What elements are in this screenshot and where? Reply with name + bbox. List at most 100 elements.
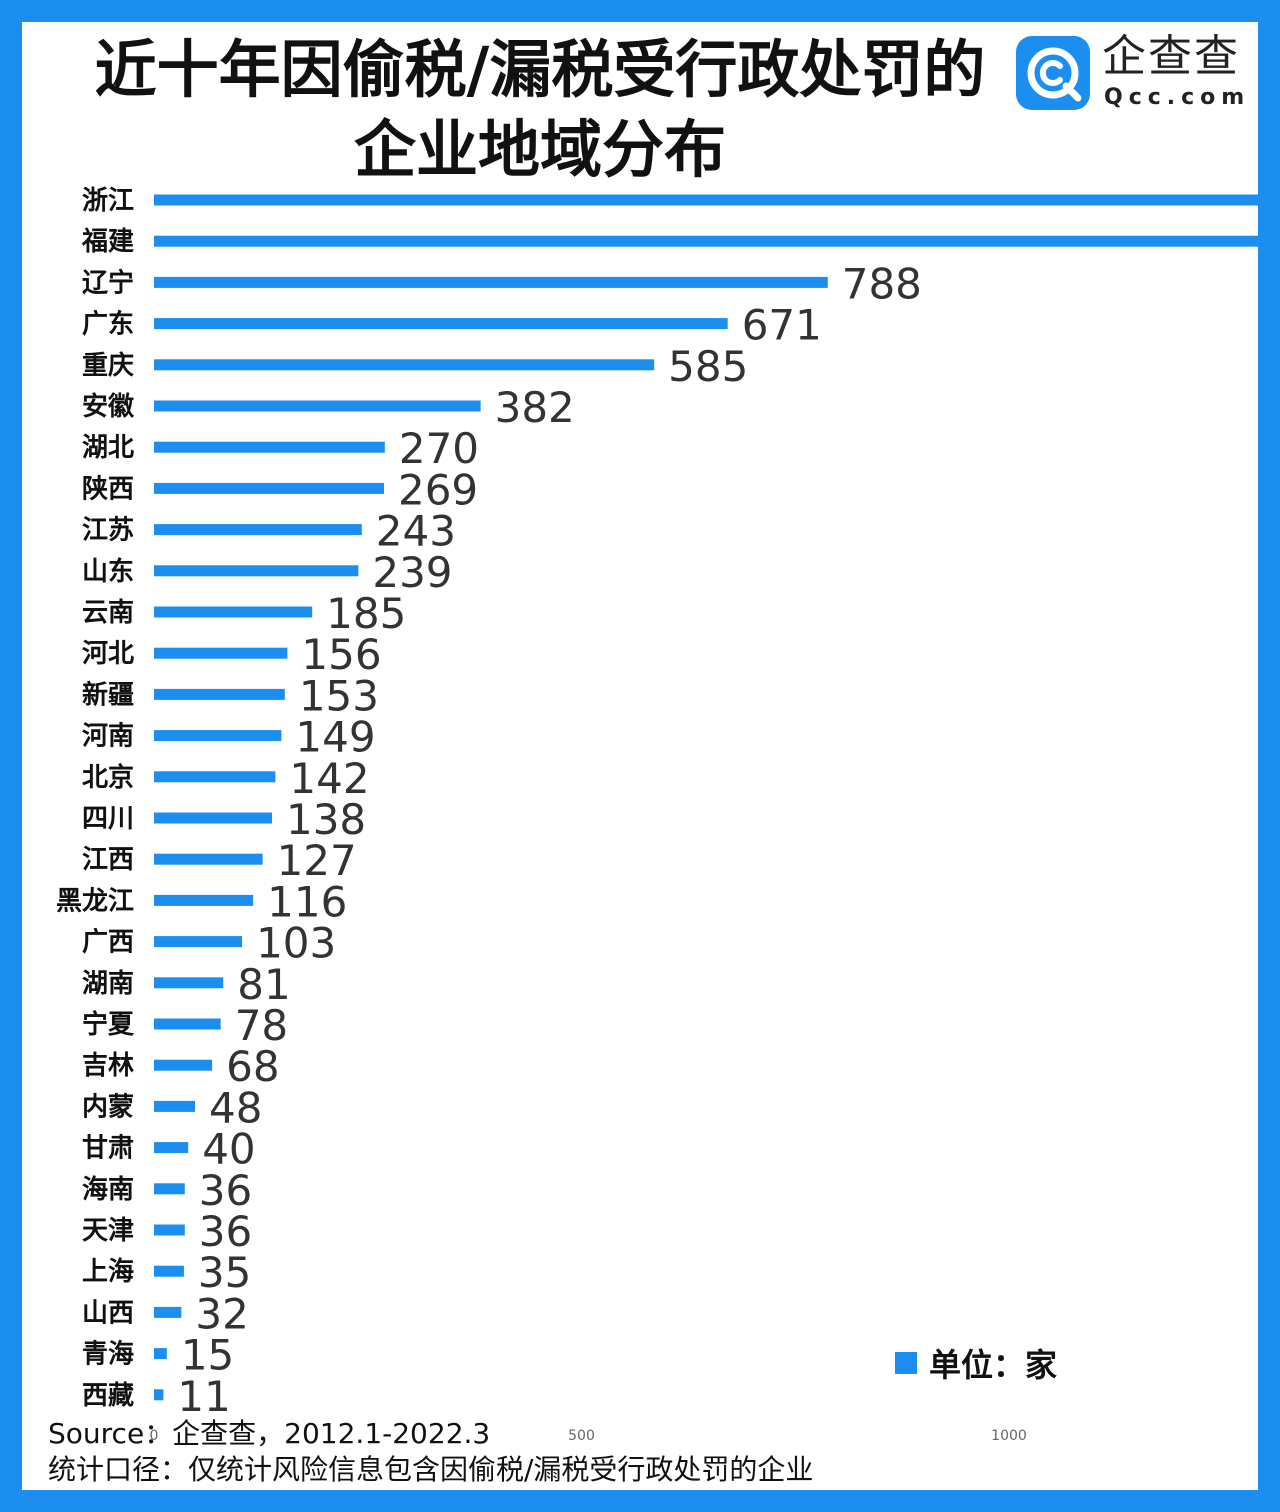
bar [154, 1142, 189, 1154]
category-label: 河南 [82, 722, 134, 752]
bar [154, 647, 288, 659]
value-label: 78 [235, 1001, 288, 1050]
category-label: 江西 [82, 845, 134, 875]
bar [154, 771, 276, 783]
bar [154, 1100, 196, 1112]
value-label: 81 [237, 960, 290, 1009]
value-label: 185 [326, 589, 406, 638]
logo-name: 企查查 [1102, 31, 1240, 82]
bar [154, 276, 828, 288]
category-label: 四川 [82, 804, 134, 834]
value-label: 149 [295, 713, 375, 762]
category-label: 甘肃 [82, 1134, 134, 1164]
category-label: 广东 [82, 309, 134, 340]
value-label: 585 [668, 342, 748, 391]
bar [154, 1018, 221, 1030]
value-label: 103 [256, 919, 336, 968]
source-note: Source：企查查，2012.1-2022.3 [48, 1417, 491, 1450]
value-label: 239 [372, 548, 452, 597]
category-label: 浙江 [82, 186, 134, 216]
bar [154, 606, 313, 618]
category-label: 北京 [82, 762, 134, 793]
value-label: 48 [209, 1083, 262, 1132]
value-label: 36 [199, 1166, 252, 1215]
bar [154, 1306, 182, 1318]
bar [154, 688, 285, 700]
bar [154, 482, 384, 494]
category-label: 上海 [82, 1257, 134, 1287]
category-label: 青海 [82, 1340, 134, 1370]
bar [154, 1059, 213, 1071]
value-label: 127 [277, 836, 357, 885]
value-label: 142 [289, 754, 369, 803]
bar [154, 730, 282, 742]
category-label: 江苏 [82, 516, 134, 546]
category-label: 重庆 [82, 350, 134, 381]
value-label: 68 [226, 1042, 279, 1091]
value-label: 153 [299, 671, 379, 720]
bar [154, 1224, 185, 1236]
scope-note: 统计口径：仅统计风险信息包含因偷税/漏税受行政处罚的企业 [48, 1453, 814, 1486]
category-label: 河北 [82, 639, 134, 669]
category-label: 新疆 [82, 679, 134, 710]
chart-title-line-1: 近十年因偷税/漏税受行政处罚的 [94, 33, 986, 106]
bar [154, 894, 254, 906]
bar [154, 524, 362, 536]
value-label: 32 [195, 1289, 248, 1338]
chart-title-line-2: 企业地域分布 [353, 113, 726, 186]
category-label: 宁夏 [82, 1009, 135, 1040]
bar [154, 1348, 167, 1360]
bar [154, 1389, 164, 1401]
legend-swatch [895, 1352, 917, 1374]
category-label: 福建 [81, 227, 134, 257]
category-label: 辽宁 [82, 267, 134, 298]
category-label: 广西 [82, 928, 134, 958]
qcc-logo-icon [1016, 36, 1090, 110]
bar [154, 1183, 185, 1195]
x-tick-label: 0 [150, 1428, 159, 1444]
value-label: 11 [177, 1372, 230, 1421]
category-label: 云南 [82, 598, 134, 628]
value-label: 382 [495, 383, 575, 432]
category-label: 湖南 [82, 969, 134, 999]
bar [154, 194, 1280, 206]
logo-domain: Qcc.com [1104, 85, 1251, 110]
category-label: 安徽 [82, 392, 135, 422]
bar [154, 235, 1280, 247]
value-label: 15 [181, 1331, 234, 1380]
bar [154, 936, 243, 948]
value-label: 788 [842, 259, 922, 308]
value-label: 243 [376, 507, 456, 556]
value-label: 269 [398, 465, 478, 514]
legend: 单位：家 [895, 1340, 1057, 1386]
bar [154, 565, 359, 577]
bar [154, 853, 263, 865]
value-label: 116 [267, 877, 347, 926]
category-label: 海南 [82, 1175, 134, 1205]
bar [154, 977, 224, 989]
value-label: 36 [199, 1207, 252, 1256]
category-label: 山东 [82, 556, 134, 587]
x-tick-label: 500 [568, 1428, 595, 1444]
category-label: 湖北 [82, 433, 134, 463]
chart-card [22, 22, 1258, 1490]
value-label: 35 [198, 1248, 251, 1297]
value-label: 156 [301, 630, 381, 679]
value-label: 138 [286, 795, 366, 844]
x-tick-label: 1000 [991, 1428, 1027, 1444]
bar [154, 812, 272, 824]
category-label: 山西 [82, 1298, 134, 1328]
category-label: 西藏 [82, 1381, 134, 1411]
value-label: 270 [399, 424, 479, 473]
bar [154, 359, 655, 371]
value-label: 40 [202, 1125, 255, 1174]
bar [154, 318, 728, 330]
bar [154, 441, 385, 453]
category-label: 内蒙 [82, 1092, 134, 1122]
bar [154, 1265, 184, 1277]
legend-label: 单位：家 [929, 1346, 1058, 1384]
bar [154, 400, 481, 412]
category-label: 天津 [82, 1216, 134, 1246]
category-label: 陕西 [82, 474, 134, 504]
value-label: 671 [742, 301, 822, 350]
